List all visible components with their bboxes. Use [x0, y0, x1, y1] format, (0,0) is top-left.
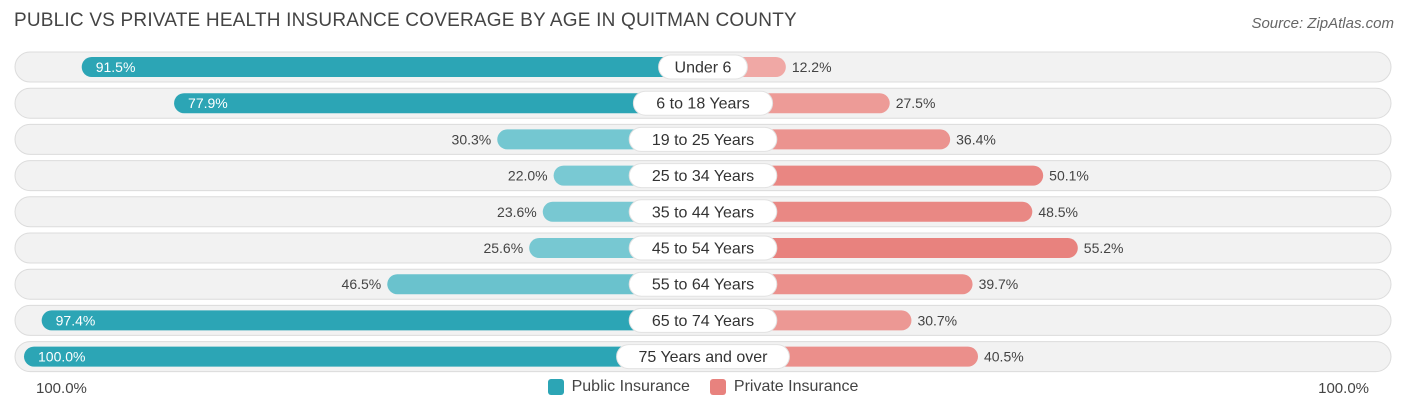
category-pill [628, 307, 778, 333]
legend: Public Insurance Private Insurance [0, 378, 1406, 396]
private-value-label: 50.1% [1049, 168, 1089, 184]
private-bar [703, 238, 1078, 258]
private-value-label: 55.2% [1084, 240, 1124, 256]
category-pill [628, 271, 778, 297]
category-label: 25 to 34 Years [652, 168, 754, 185]
public-value-label: 97.4% [56, 312, 96, 328]
public-value-label: 91.5% [96, 59, 136, 75]
legend-item-private[interactable]: Private Insurance [709, 378, 859, 396]
category-label: 6 to 18 Years [656, 96, 749, 113]
private-value-label: 30.7% [917, 312, 957, 328]
category-pill [628, 163, 778, 189]
category-pill [632, 90, 774, 116]
private-value-label: 12.2% [792, 59, 832, 75]
private-bar [703, 165, 1044, 186]
category-pill [616, 344, 790, 370]
category-label: 45 to 54 Years [652, 241, 754, 258]
public-value-label: 100.0% [38, 349, 85, 365]
private-value-label: 36.4% [956, 131, 996, 147]
public-value-label: 22.0% [508, 168, 548, 184]
category-label: 75 Years and over [639, 349, 769, 366]
legend-item-public[interactable]: Public Insurance [547, 378, 690, 396]
public-bar [174, 93, 703, 114]
category-pill [628, 199, 778, 225]
public-bar [41, 310, 704, 331]
private-value-label: 27.5% [896, 95, 936, 111]
legend-label-private: Private Insurance [733, 378, 859, 395]
legend-swatch-private [709, 379, 726, 395]
private-value-label: 48.5% [1038, 204, 1078, 220]
category-label: 65 to 74 Years [652, 313, 754, 330]
category-pill [658, 54, 748, 80]
category-label: 19 to 25 Years [652, 132, 754, 149]
public-bar [81, 57, 704, 77]
public-value-label: 46.5% [342, 276, 382, 292]
category-label: 55 to 64 Years [652, 277, 754, 294]
public-value-label: 25.6% [483, 240, 523, 256]
private-value-label: 40.5% [984, 349, 1024, 365]
category-pill [628, 126, 778, 152]
private-value-label: 39.7% [979, 276, 1019, 292]
public-bar [387, 274, 703, 295]
category-pill [628, 235, 778, 261]
chart-canvas: 91.5% 12.2% Under 6 77.9% 27.5% 6 to 18 Years… [14, 51, 1392, 373]
public-value-label: 23.6% [497, 204, 537, 220]
axis-right-label: 100.0% [1318, 380, 1369, 397]
category-label: 35 to 44 Years [652, 204, 754, 221]
public-value-label: 77.9% [188, 95, 228, 111]
chart-title: PUBLIC VS PRIVATE HEALTH INSURANCE COVER… [14, 10, 797, 31]
axis-left-label: 100.0% [36, 380, 87, 397]
public-bar [24, 346, 703, 367]
legend-label-public: Public Insurance [571, 378, 690, 395]
legend-swatch-public [547, 379, 564, 395]
source-note: Source: ZipAtlas.com [1251, 15, 1394, 32]
category-label: Under 6 [675, 60, 732, 77]
public-value-label: 30.3% [452, 131, 492, 147]
private-bar [703, 201, 1033, 222]
